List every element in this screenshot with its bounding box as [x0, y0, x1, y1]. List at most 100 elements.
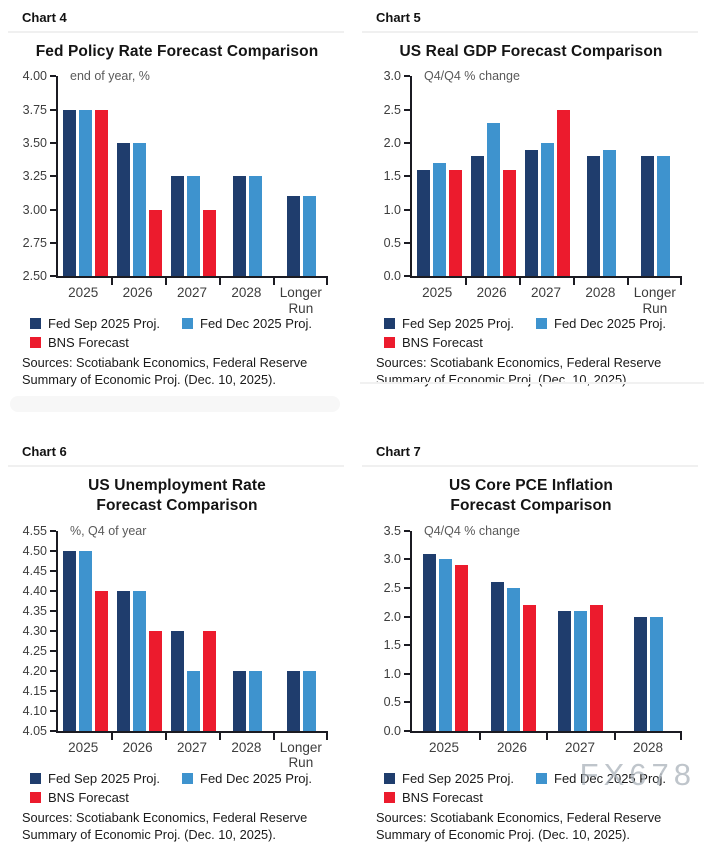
legend-row: Fed Sep 2025 Proj. Fed Dec 2025 Proj.: [30, 316, 354, 331]
y-axis-labels: 4.55 4.50 4.45 4.40 4.35 4.30 4.25 4.20 4.15 4.10…: [10, 524, 56, 738]
bar: [186, 670, 200, 731]
bar-group: [574, 76, 628, 277]
bar-group: [166, 76, 220, 277]
y-tick-label: 0.0: [383, 723, 401, 738]
y-tick-mark: [50, 649, 56, 652]
x-tick-mark: [165, 278, 167, 286]
x-tick-mark: [273, 732, 275, 740]
legend-item: Fed Dec 2025 Proj.: [536, 316, 666, 331]
x-tick-mark: [546, 732, 548, 740]
bar: [286, 196, 300, 277]
y-tick-label: 2.5: [383, 581, 401, 596]
x-tick-label-line: 2025: [68, 285, 99, 301]
y-tick-label: 4.30: [22, 623, 47, 638]
chart7-panel: Chart 7 US Core PCE Inflation Forecast Co…: [354, 424, 708, 842]
sources-line: Sources: Scotiabank Economics, Federal R…: [22, 355, 308, 371]
bar-group: [547, 531, 615, 731]
legend-row: BNS Forecast: [30, 335, 354, 350]
chart-title-line: Forecast Comparison: [96, 497, 258, 515]
bar-group: [112, 531, 166, 731]
y-tick-label: 1.0: [383, 666, 401, 681]
x-tick-label-line: 2027: [530, 285, 562, 301]
bar-groups: [412, 531, 682, 731]
bar-group: [274, 76, 328, 277]
legend-label: BNS Forecast: [48, 335, 129, 351]
legend-swatch: [384, 791, 395, 803]
y-tick-mark: [404, 108, 410, 111]
chart-sources: Sources: Scotiabank Economics, Federal R…: [376, 810, 682, 843]
y-tick-label: 4.15: [22, 683, 47, 698]
x-tick-label: Longer Run: [274, 740, 328, 770]
x-tick-label: 2026: [478, 740, 546, 758]
y-tick-mark: [404, 587, 410, 590]
bar: [78, 109, 92, 277]
sources-line: Summary of Economic Proj. (Dec. 10, 2025…: [22, 372, 276, 388]
x-tick-label-line: 2025: [428, 739, 460, 755]
x-axis-labels: 2025 2026 2027 2028: [410, 740, 682, 758]
y-tick-mark: [50, 275, 56, 278]
bar: [302, 670, 316, 731]
bar: [132, 143, 146, 277]
sources-line: Sources: Scotiabank Economics, Federal R…: [376, 355, 662, 371]
x-tick-label-line: Run: [288, 755, 314, 771]
axis-wrap: 4.00 3.75 3.50 3.25 3.00 2.75 2.50 end of year,…: [10, 69, 354, 286]
legend-label: BNS Forecast: [402, 789, 483, 805]
legend-item: Fed Sep 2025 Proj.: [384, 316, 536, 331]
bar: [602, 149, 616, 277]
y-tick-label: 4.05: [22, 723, 47, 738]
divider: [360, 382, 704, 384]
legend-label: Fed Dec 2025 Proj.: [200, 770, 313, 786]
y-tick-label: 2.0: [383, 136, 401, 151]
bar-group: [412, 76, 466, 277]
legend-label: Fed Sep 2025 Proj.: [402, 316, 515, 332]
x-tick-label: 2028: [614, 740, 682, 758]
x-tick-label: 2025: [56, 740, 110, 758]
legend-row: Fed Sep 2025 Proj. Fed Dec 2025 Proj.: [30, 771, 354, 786]
bar: [502, 169, 516, 277]
chart-title-line: Forecast Comparison: [450, 497, 612, 515]
legend-swatch: [30, 337, 41, 349]
y-tick-mark: [50, 629, 56, 632]
y-tick-mark: [404, 615, 410, 618]
legend-swatch: [384, 772, 395, 784]
y-tick-label: 0.5: [383, 236, 401, 251]
divider: [362, 31, 698, 33]
y-tick-mark: [50, 142, 56, 145]
legend-row: BNS Forecast: [30, 790, 354, 805]
legend-swatch: [384, 337, 395, 349]
x-tick-label-line: 2025: [68, 739, 99, 755]
y-tick-label: 1.5: [383, 638, 401, 653]
chart-legend: Fed Sep 2025 Proj. Fed Dec 2025 Proj. BNS …: [384, 771, 708, 805]
y-tick-mark: [50, 108, 56, 111]
legend-label: Fed Sep 2025 Proj.: [48, 316, 161, 332]
legend-item: BNS Forecast: [30, 335, 182, 350]
legend-row: BNS Forecast: [384, 790, 708, 805]
x-tick-mark: [111, 278, 113, 286]
bar: [248, 670, 262, 731]
y-tick-label: 3.50: [22, 136, 47, 151]
bar: [94, 109, 108, 277]
y-axis-labels: 3.5 3.0 2.5 2.0 1.5 1.0 0.5 0.0: [364, 524, 410, 738]
x-tick-label-line: 2026: [476, 285, 507, 301]
y-tick-mark: [404, 142, 410, 145]
y-tick-label: 3.5: [383, 523, 401, 538]
y-tick-mark: [404, 558, 410, 561]
legend-label: Fed Dec 2025 Proj.: [200, 316, 313, 332]
divider: [8, 31, 344, 33]
x-tick-label: 2025: [410, 285, 464, 303]
y-tick-label: 4.55: [22, 523, 47, 538]
bar: [633, 616, 647, 731]
x-tick-label-line: Run: [288, 300, 314, 316]
legend-label: Fed Sep 2025 Proj.: [48, 770, 161, 786]
y-tick-label: 4.25: [22, 643, 47, 658]
x-tick-mark: [273, 278, 275, 286]
sources-line: Summary of Economic Proj. (Dec. 10, 2025…: [376, 826, 630, 842]
bar: [455, 565, 469, 731]
x-tick-label-line: 2026: [496, 739, 528, 755]
y-tick-mark: [50, 589, 56, 592]
x-axis-labels: 2025 2026 2027 2028 Longer Run: [56, 739, 328, 770]
divider: [362, 465, 698, 467]
y-tick-label: 3.0: [383, 69, 401, 84]
bar: [232, 176, 246, 277]
x-tick-label-line: 2027: [176, 739, 208, 755]
